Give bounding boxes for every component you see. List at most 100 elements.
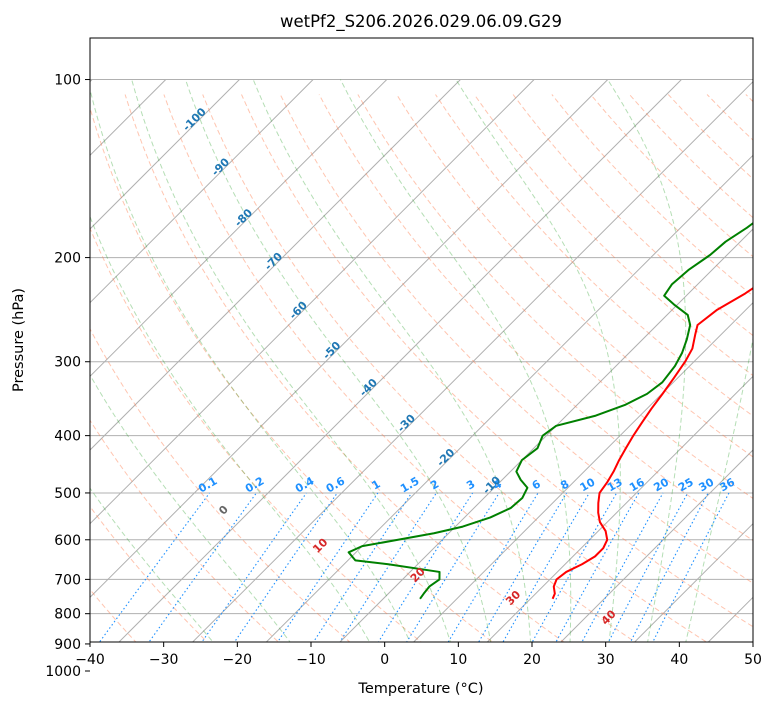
dry-adiabat-line xyxy=(357,94,753,500)
isotherm-label: -30 xyxy=(395,411,418,434)
dry-adiabat-label: 10 xyxy=(310,535,330,555)
dry-adiabat-label: 30 xyxy=(503,588,523,608)
mixing-ratio-label: 6 xyxy=(530,477,543,492)
mixing-ratio-label: 0.2 xyxy=(243,474,266,495)
dry-adiabat-line xyxy=(667,94,753,180)
mixing-ratio-line xyxy=(276,492,379,642)
mixing-ratio-label: 20 xyxy=(651,475,671,494)
dry-adiabat-line xyxy=(241,94,753,628)
dry-adiabat-line xyxy=(90,227,422,642)
isotherm-line xyxy=(118,79,682,642)
x-tick-label: 30 xyxy=(597,652,615,668)
mixing-ratio-line xyxy=(98,492,211,642)
x-tick-label: −20 xyxy=(223,652,253,668)
dry-adiabat-line xyxy=(590,94,753,258)
mixing-ratio-label: 1 xyxy=(370,477,383,492)
moist-adiabat-line xyxy=(685,336,753,642)
mixing-ratio-line xyxy=(629,492,709,642)
y-tick-label: 700 xyxy=(54,572,81,588)
dry-adiabat-line xyxy=(202,94,708,642)
isotherm-label: -50 xyxy=(320,339,343,362)
mixing-ratio-label: 1.5 xyxy=(398,474,421,495)
dewpoint-profile-line xyxy=(347,221,753,600)
plot-frame xyxy=(89,37,754,643)
mixing-ratio-label: 10 xyxy=(578,475,598,494)
y-axis-title: Pressure (hPa) xyxy=(11,288,27,392)
x-tick-label: 20 xyxy=(523,652,541,668)
y-tick-label: 800 xyxy=(54,607,81,623)
mixing-ratio-label: 0.6 xyxy=(324,474,348,495)
y-tick-label: 600 xyxy=(54,533,81,549)
moist-adiabat-line xyxy=(90,215,371,642)
y-tick-label: 1000 xyxy=(45,664,81,680)
mixing-ratio-label: 0.4 xyxy=(293,474,317,495)
isotherm-label: -80 xyxy=(232,206,255,229)
y-tick-label: 200 xyxy=(54,251,81,267)
mixing-ratio-line xyxy=(406,492,500,642)
mixing-ratio-line xyxy=(531,492,618,642)
y-tick-label: 900 xyxy=(54,637,81,653)
mixing-ratio-line xyxy=(652,492,730,642)
dry-adiabat-line xyxy=(318,94,753,542)
mixing-ratio-label: 30 xyxy=(697,475,717,494)
axes-layer: −40 −30 −20 −10 0 10 20 30 40 5010020030040050060… xyxy=(45,73,762,680)
dry-adiabat-line xyxy=(512,94,753,337)
grid-layer xyxy=(90,79,775,684)
isotherm-label: -60 xyxy=(287,298,310,321)
dry-adiabat-line xyxy=(551,94,753,297)
mixing-ratio-label: 16 xyxy=(627,475,647,494)
isotherm-line xyxy=(90,79,535,525)
chart-title: wetPf2_S206.2026.029.06.09.G29 xyxy=(280,12,562,32)
x-tick-label: 40 xyxy=(670,652,688,668)
moist-adiabat-line xyxy=(90,487,214,642)
mixing-ratio-label: 25 xyxy=(676,475,696,494)
x-tick-label: 10 xyxy=(449,652,467,668)
dry-adiabat-line xyxy=(90,105,494,642)
profile-layer xyxy=(347,221,753,600)
moist-adiabat-line xyxy=(90,87,411,642)
dry-adiabat-label: 0 xyxy=(216,503,231,518)
x-tick-label: 50 xyxy=(744,652,762,668)
x-tick-label: −10 xyxy=(296,652,326,668)
thermo-lines-layer xyxy=(90,79,753,642)
isotherm-label: -20 xyxy=(434,446,457,469)
y-tick-label: 100 xyxy=(54,73,81,89)
dry-adiabat-line xyxy=(745,94,753,103)
isotherm-label: -70 xyxy=(262,250,285,273)
x-tick-label: −30 xyxy=(149,652,179,668)
isotherm-label: -90 xyxy=(209,155,232,178)
moist-adiabat-line xyxy=(455,79,621,642)
dry-adiabat-line xyxy=(90,419,280,642)
isotherm-line xyxy=(412,301,753,642)
x-tick-label: 0 xyxy=(380,652,389,668)
mixing-ratio-line xyxy=(339,492,437,642)
isotherm-line xyxy=(633,522,753,642)
mixing-ratio-line xyxy=(555,492,640,642)
mixing-ratio-label: 0.1 xyxy=(196,474,219,495)
y-tick-label: 300 xyxy=(54,355,81,371)
isotherm-line xyxy=(90,79,461,451)
dry-adiabat-line xyxy=(90,327,351,642)
isotherm-line xyxy=(339,228,753,642)
mixing-ratio-line xyxy=(581,492,664,642)
isotherm-line xyxy=(191,80,753,642)
isotherm-line xyxy=(90,79,314,304)
isotherm-line xyxy=(560,449,753,642)
isotherm-line xyxy=(265,154,753,642)
x-tick-label: −40 xyxy=(75,652,105,668)
isotherm-line xyxy=(90,79,609,599)
isotherm-label: -40 xyxy=(357,376,380,399)
y-tick-label: 400 xyxy=(54,429,81,445)
mixing-ratio-label: 3 xyxy=(464,477,477,492)
dry-adiabat-line xyxy=(279,94,753,584)
dry-adiabat-line xyxy=(435,94,753,417)
mixing-ratio-line xyxy=(148,492,257,642)
mixing-ratio-label: 13 xyxy=(605,475,625,494)
isotherm-line xyxy=(90,79,388,378)
x-axis-title: Temperature (°C) xyxy=(357,681,483,697)
y-tick-label: 500 xyxy=(54,486,81,502)
isotherm-line xyxy=(90,79,240,230)
isotherm-line xyxy=(740,80,775,684)
temperature-profile-line xyxy=(551,286,753,600)
